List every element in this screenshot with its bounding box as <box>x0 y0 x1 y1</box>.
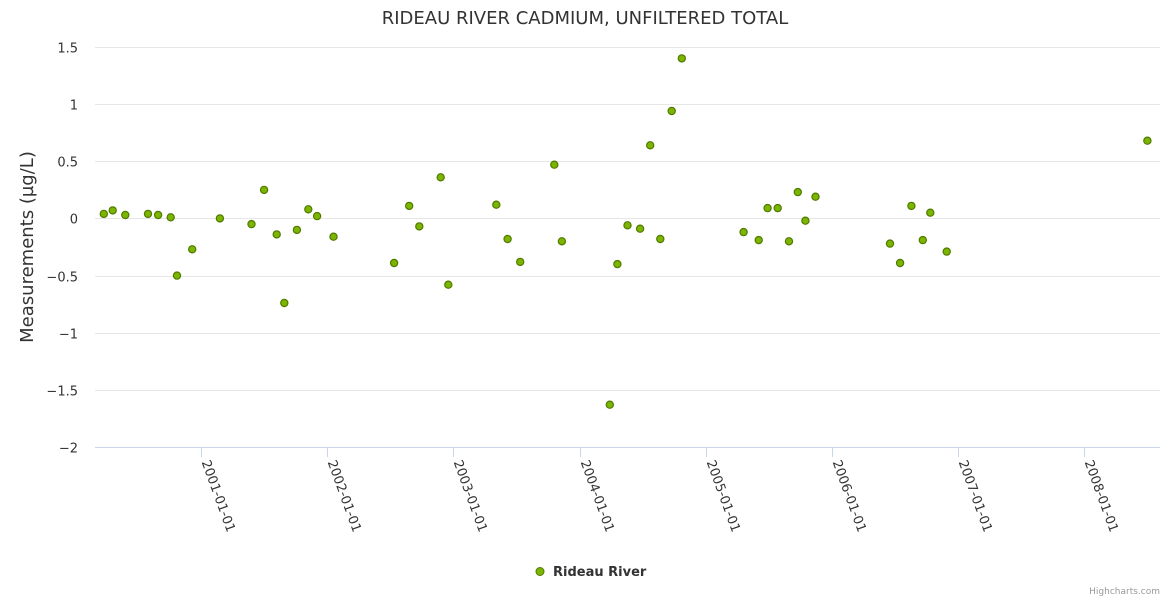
data-point[interactable] <box>108 206 117 215</box>
gridlines <box>95 47 1160 391</box>
legend-marker-icon[interactable] <box>535 567 545 576</box>
x-tick-label: 2004-01-01 <box>577 458 617 534</box>
data-point[interactable] <box>557 237 567 246</box>
legend-item-rideau-river[interactable]: Rideau River <box>553 565 647 580</box>
data-point[interactable] <box>247 219 256 229</box>
data-point[interactable] <box>784 237 794 246</box>
data-point[interactable] <box>405 201 414 211</box>
chart-title: RIDEAU RIVER CADMIUM, UNFILTERED TOTAL <box>382 8 789 29</box>
data-point[interactable] <box>907 201 916 211</box>
data-point[interactable] <box>1143 136 1152 145</box>
y-tick-label: −1 <box>59 328 78 343</box>
data-point[interactable] <box>292 225 302 235</box>
data-point[interactable] <box>492 200 501 209</box>
data-point[interactable] <box>503 234 512 244</box>
data-point[interactable] <box>613 259 622 269</box>
data-point[interactable] <box>444 280 453 289</box>
y-tick-label: 0.5 <box>57 156 78 171</box>
series-rideau-river[interactable] <box>99 54 1152 409</box>
data-point[interactable] <box>121 210 130 220</box>
y-axis-ticks: 1.5 1 0.5 0 −0.5 −1 −1.5 −2 <box>46 42 78 457</box>
data-point[interactable] <box>215 214 225 223</box>
data-point[interactable] <box>801 216 810 225</box>
data-point[interactable] <box>623 221 632 230</box>
y-tick-label: 1.5 <box>57 42 78 57</box>
data-point[interactable] <box>415 222 424 231</box>
x-tick-label: 2008-01-01 <box>1081 458 1121 534</box>
data-point[interactable] <box>646 141 655 150</box>
data-point[interactable] <box>389 258 399 268</box>
data-point[interactable] <box>436 173 445 182</box>
data-point[interactable] <box>677 54 687 63</box>
y-axis-label: Measurements (µg/L) <box>17 151 38 343</box>
data-point[interactable] <box>312 211 322 221</box>
data-point[interactable] <box>885 239 895 248</box>
data-point[interactable] <box>942 247 951 256</box>
data-point[interactable] <box>550 160 559 169</box>
x-tick-label: 2002-01-01 <box>324 458 364 534</box>
data-point[interactable] <box>304 205 313 214</box>
data-point[interactable] <box>635 224 645 233</box>
x-tick-label: 2007-01-01 <box>955 458 995 534</box>
data-point[interactable] <box>516 257 525 267</box>
x-tick-label: 2005-01-01 <box>703 458 743 534</box>
data-point[interactable] <box>895 258 905 268</box>
data-point[interactable] <box>773 203 782 213</box>
credits-link[interactable]: Highcharts.com <box>1089 587 1160 597</box>
y-tick-label: −2 <box>59 442 78 457</box>
data-point[interactable] <box>99 209 109 219</box>
y-tick-label: 1 <box>70 99 78 114</box>
data-point[interactable] <box>918 235 928 245</box>
y-tick-label: 0 <box>70 213 78 228</box>
y-tick-label: −0.5 <box>46 271 78 286</box>
data-point[interactable] <box>811 192 820 201</box>
data-point[interactable] <box>172 271 182 280</box>
x-axis-ticks: 2001-01-01 2002-01-01 2003-01-01 2004-01-01… <box>198 447 1121 534</box>
data-point[interactable] <box>280 298 289 308</box>
x-tick-label: 2006-01-01 <box>829 458 869 534</box>
x-tick-label: 2003-01-01 <box>450 458 490 534</box>
data-point[interactable] <box>605 400 615 409</box>
data-point[interactable] <box>739 227 748 237</box>
data-point[interactable] <box>926 208 935 217</box>
data-point[interactable] <box>656 234 665 244</box>
data-point[interactable] <box>754 235 763 245</box>
data-point[interactable] <box>793 187 803 197</box>
data-point[interactable] <box>763 203 772 213</box>
data-point[interactable] <box>667 106 676 116</box>
data-point[interactable] <box>329 232 338 241</box>
x-tick-label: 2001-01-01 <box>198 458 238 534</box>
legend[interactable]: Rideau River <box>535 565 647 580</box>
data-point[interactable] <box>153 210 163 220</box>
data-point[interactable] <box>166 213 175 222</box>
data-point[interactable] <box>187 245 197 254</box>
data-point[interactable] <box>272 230 281 239</box>
data-point[interactable] <box>143 209 153 219</box>
data-point[interactable] <box>259 185 269 195</box>
y-tick-label: −1.5 <box>46 385 78 400</box>
